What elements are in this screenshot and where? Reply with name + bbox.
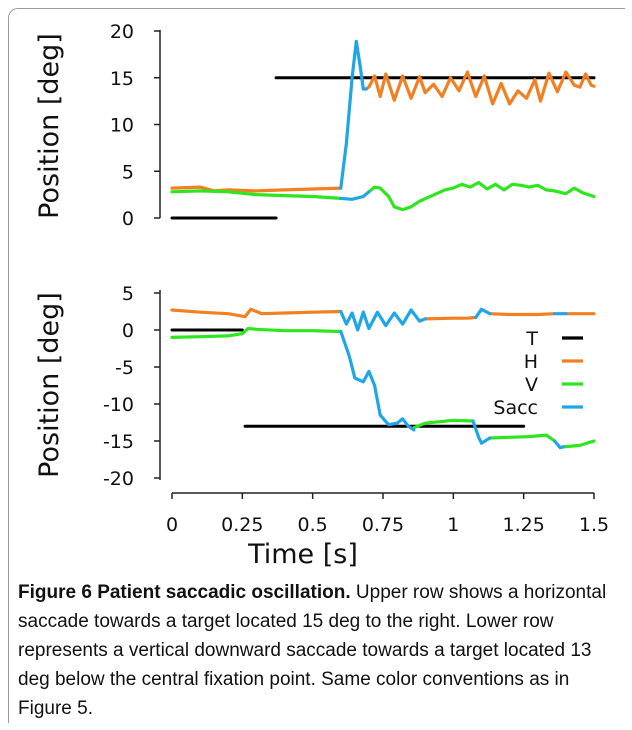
y-tick-label: -5 [115,357,134,379]
series-line-h [170,185,343,193]
series-line-v [170,326,343,339]
series-t [170,328,526,428]
series-line-h [364,70,596,106]
series-line-sacc [474,307,492,319]
series-line-sacc [339,39,368,190]
y-tick-label: -20 [103,468,134,490]
legend-label: Sacc [493,397,538,419]
y-tick-label: -15 [103,431,134,453]
legend-item-h: H [524,351,583,373]
x-tick-label: 0.75 [362,514,404,536]
x-tick-label: 1.5 [579,514,609,536]
legend-label: V [525,374,538,396]
series-line-sacc [339,190,371,201]
x-tick-label: 1.25 [503,514,545,536]
series-line-h [488,312,557,317]
y-tick-label: 5 [122,161,134,183]
series-line-v [170,189,343,200]
caption-title: Patient saccadic oscillation. [97,582,351,603]
series-line-sacc [552,439,565,450]
legend-item-v: V [525,374,583,396]
series-sacc [339,39,371,201]
bottom-plot: 5 0 -5 -10 -15 -20 Position [deg] 0 0.25 0.5 0.75 1… [34,283,609,536]
legend-item-t: T [525,328,583,350]
legend-label: T [525,328,538,350]
y-tick-label: 10 [110,115,134,137]
top-plot: 20 15 10 5 0 Position [deg] [34,21,596,230]
series-line-sacc [471,419,492,445]
series-v [170,180,596,212]
x-tick-label: 0 [166,514,178,536]
series-line-sacc [339,329,416,432]
caption-label: Figure 6 [18,582,92,603]
y-tick-label: -10 [103,394,134,416]
series-h [170,70,596,193]
x-tick-label: 1 [447,514,459,536]
y-tick-label: 5 [122,283,134,305]
series-line-v [488,433,557,443]
y-axis-label: Position [deg] [34,33,65,219]
series-line-v [412,418,475,430]
series-line-h [423,315,478,321]
y-tick-label: 0 [122,320,134,342]
x-tick-label: 0.25 [221,514,263,536]
figure-caption: Figure 6 Patient saccadic oscillation. U… [18,578,618,723]
series-line-v [367,180,596,212]
y-axis-label: Position [deg] [34,292,65,478]
series-line-v [561,439,596,449]
series-t [170,76,596,220]
y-tick-label: 0 [122,208,134,230]
y-tick-label: 15 [110,68,134,90]
series-line-h [170,307,343,319]
series-sacc [339,307,568,450]
figure-frame [8,8,625,723]
legend-label: H [524,351,538,373]
x-axis-label: Time [s] [247,539,358,570]
series-h [170,307,596,321]
series-line-sacc [339,308,427,332]
caption-text: Upper row shows a horizontal saccade tow… [18,582,607,719]
x-tick-label: 0.5 [298,514,328,536]
series-v [170,326,596,449]
y-tick-label: 20 [110,21,134,43]
legend-item-sacc: Sacc [493,397,583,419]
